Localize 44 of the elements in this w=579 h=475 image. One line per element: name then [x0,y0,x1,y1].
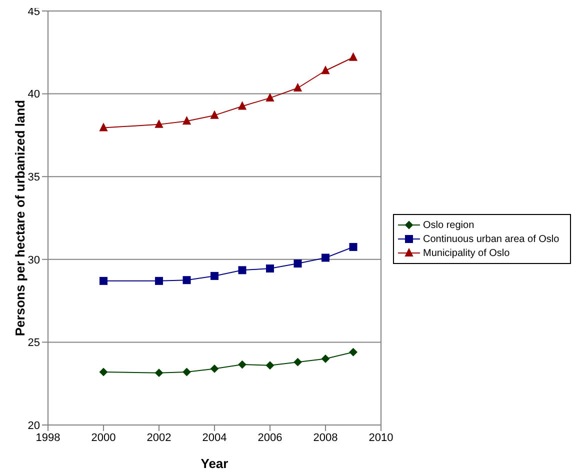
x-tick-label: 1998 [36,432,60,444]
point [266,361,274,370]
point [322,254,330,262]
point [210,364,218,373]
point [100,368,108,376]
point [182,368,191,376]
point [210,110,218,119]
legend-label: Continuous urban area of Oslo [423,234,560,244]
x-tick-label: 2004 [202,432,227,444]
point [349,348,358,356]
y-tick-label: 40 [28,88,40,101]
legend-label: Oslo region [423,220,474,230]
y-axis-title: Persons per hectare of urbanized land [12,100,28,336]
x-tick-label: 2010 [368,432,394,444]
x-tick-label: 2000 [91,432,116,444]
point [100,123,108,132]
point [155,120,163,128]
point [266,264,274,273]
x-axis-title: Year [200,456,228,471]
legend-label: Municipality of Oslo [423,248,510,258]
y-tick-label: 35 [28,172,40,184]
point [349,242,358,251]
point [294,358,302,366]
point [238,266,246,274]
x-tick-label: 2008 [313,432,338,444]
point [349,52,358,61]
point [182,116,191,125]
y-tick-label: 20 [28,420,40,432]
point [238,360,246,369]
y-tick-label: 25 [28,337,40,350]
point [238,102,246,110]
point [100,276,108,285]
y-tick-label: 30 [28,254,40,266]
point [182,276,191,284]
x-tick-label: 2006 [258,432,282,444]
point [322,66,330,74]
point [266,93,274,102]
point [322,354,330,363]
point [155,276,163,285]
point [155,368,163,377]
point [294,260,302,268]
point [294,84,302,92]
x-tick-label: 2002 [146,432,172,444]
point [210,272,218,280]
